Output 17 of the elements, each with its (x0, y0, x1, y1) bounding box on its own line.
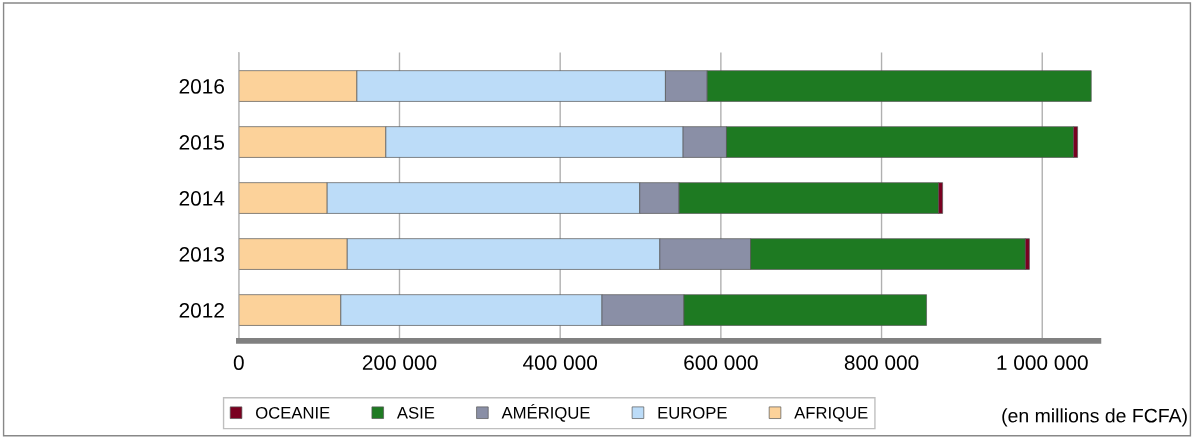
x-tick-label: 1 000 000 (997, 355, 1088, 371)
x-tick-label: 600 000 (684, 355, 758, 371)
y-tick-label: 2013 (179, 247, 224, 262)
legend-label: AMÉRIQUE (501, 404, 590, 422)
legend-label: OCEANIE (256, 406, 330, 419)
y-tick-label: 2012 (179, 303, 224, 318)
legend-label: ASIE (396, 406, 435, 419)
legend-label: EUROPE (658, 406, 727, 419)
y-tick-label: 2015 (179, 135, 225, 150)
y-tick-label: 2014 (179, 191, 225, 206)
x-tick-label: 800 000 (844, 355, 919, 371)
x-tick-label: 400 000 (523, 355, 598, 371)
x-axis-title: (en millions de FCFA) (1002, 408, 1187, 427)
x-tick-label: 0 (233, 355, 244, 371)
y-tick-label: 2016 (179, 79, 224, 94)
legend-label: AFRIQUE (794, 406, 868, 422)
x-tick-label: 200 000 (362, 355, 437, 371)
